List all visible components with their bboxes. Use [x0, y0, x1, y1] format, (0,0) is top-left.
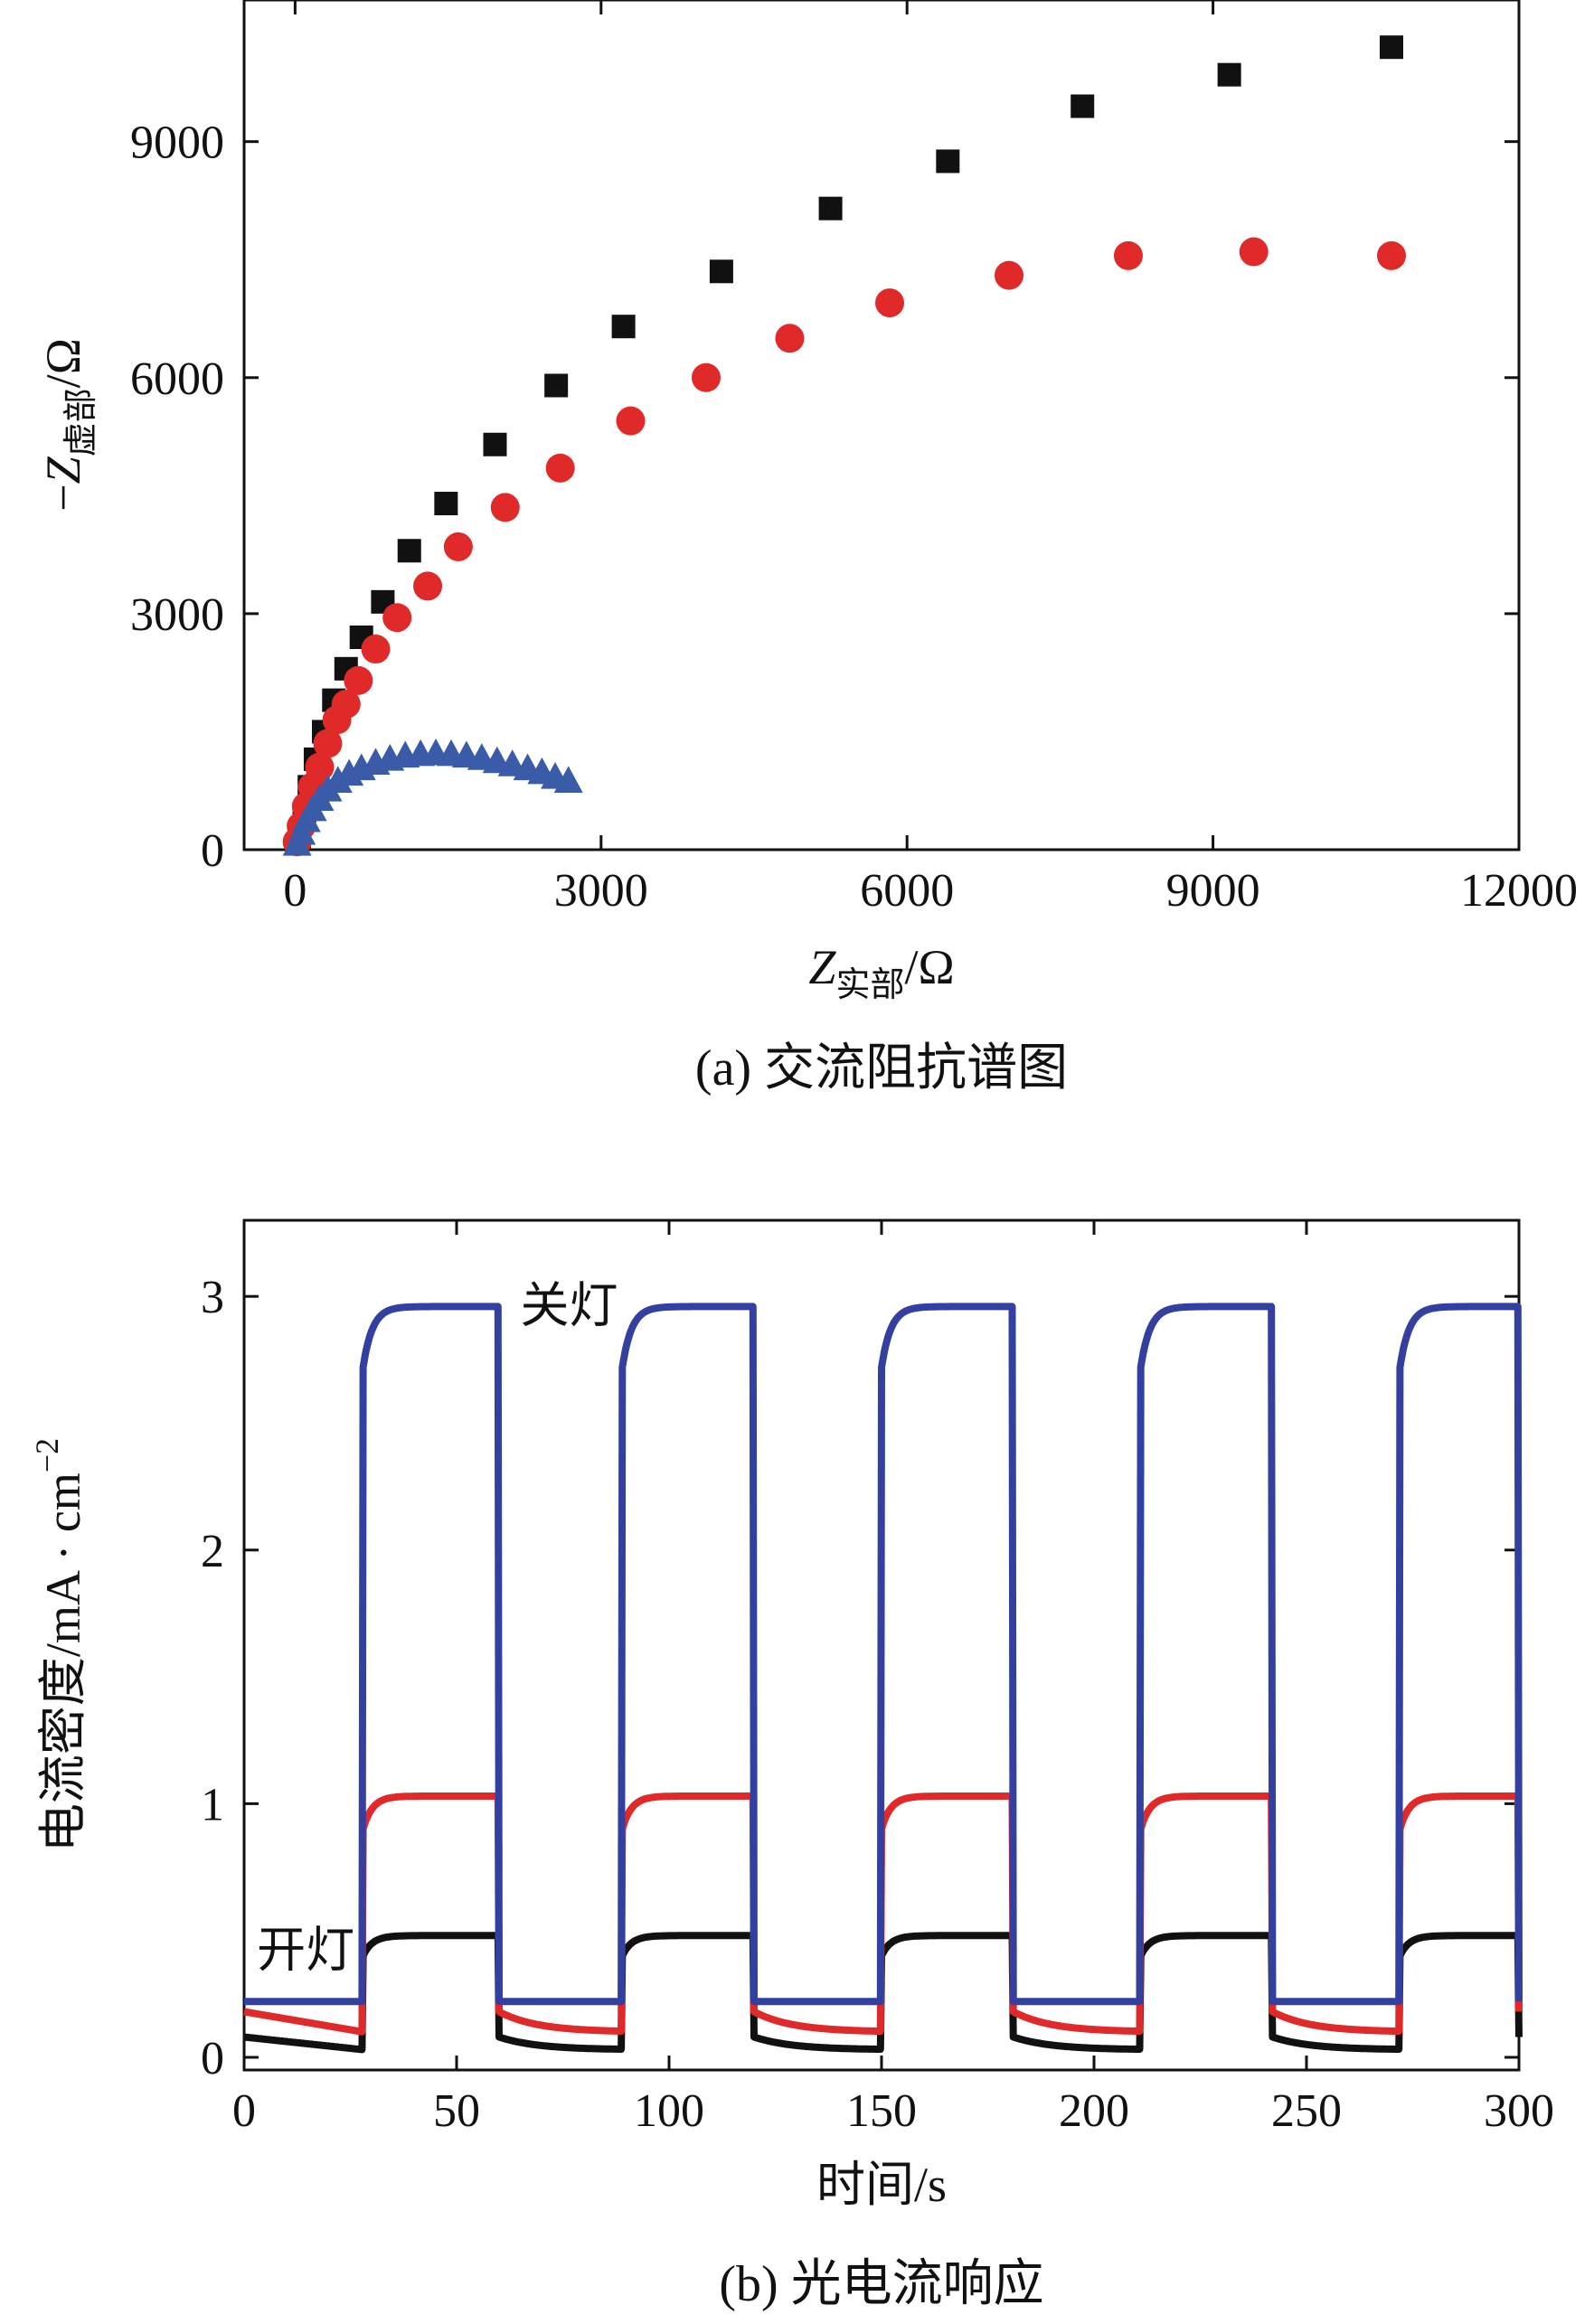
- data-point-square: [709, 259, 733, 284]
- data-point-circle: [616, 406, 646, 436]
- x-tick-label-a: 9000: [1166, 865, 1260, 917]
- x-axis-label-a: Z实部/Ω: [808, 940, 954, 1004]
- data-point-circle: [443, 532, 473, 561]
- data-point-circle: [490, 493, 520, 522]
- x-tick-label-b: 50: [433, 2085, 480, 2137]
- x-tick-label-b: 100: [634, 2085, 704, 2137]
- data-point-circle: [305, 752, 335, 782]
- series-lines-b: [241, 1303, 1523, 2054]
- y-tick-label-a: 6000: [130, 353, 224, 405]
- x-tick-label-b: 0: [232, 2085, 256, 2137]
- series-line: [241, 1303, 1523, 2006]
- x-tick-labels-b: 0 50 100 150 200 250 300: [232, 2085, 1554, 2137]
- data-point-triangle: [553, 766, 583, 794]
- y-tick-label-b: 2: [201, 1526, 224, 1577]
- annotation-label: 开灯: [257, 1921, 354, 1978]
- x-tick-labels-a: 0 3000 6000 9000 12000: [283, 865, 1578, 917]
- x-tick-label-b: 250: [1271, 2085, 1342, 2137]
- data-point-square: [397, 539, 421, 563]
- y-tick-label-b: 1: [201, 1779, 224, 1830]
- impedance-chart: 0 3000 6000 9000 12000 0 3000 6000 9000 Z实部/Ω −…: [36, 0, 1578, 1096]
- tick-marks-b: [242, 1220, 1521, 2070]
- data-point-circle: [1113, 240, 1143, 270]
- x-tick-label-a: 12000: [1460, 865, 1578, 917]
- data-point-square: [1071, 94, 1095, 118]
- y-axis-label-a: −Z虚部/Ω: [36, 338, 100, 512]
- data-point-triangle: [323, 766, 353, 794]
- caption-b: (b) 光电流响应: [719, 2256, 1043, 2312]
- data-point-square: [1217, 62, 1241, 87]
- x-tick-label-a: 0: [283, 865, 307, 917]
- x-tick-label-b: 200: [1059, 2085, 1129, 2137]
- x-axis-label-b: 时间/s: [816, 2158, 947, 2212]
- y-tick-label-a: 3000: [130, 589, 224, 641]
- x-tick-label-b: 150: [846, 2085, 917, 2137]
- data-point-circle: [382, 603, 412, 633]
- x-tick-label-a: 3000: [554, 865, 648, 917]
- data-point-circle: [331, 689, 361, 719]
- data-point-circle: [995, 260, 1023, 290]
- data-point-circle: [545, 453, 575, 483]
- data-point-circle: [344, 665, 373, 695]
- data-point-square: [544, 373, 569, 398]
- data-point-square: [483, 432, 507, 456]
- data-points-a: [282, 35, 1406, 857]
- y-tick-label-a: 9000: [130, 118, 224, 169]
- y-tick-labels-b: 0 1 2 3: [201, 1272, 224, 2084]
- data-point-circle: [313, 729, 343, 758]
- data-point-circle: [361, 635, 391, 664]
- y-tick-labels-a: 0 3000 6000 9000: [130, 118, 224, 877]
- data-point-circle: [875, 288, 905, 318]
- data-point-circle: [1239, 237, 1269, 267]
- annotation-label: 关灯: [521, 1277, 618, 1334]
- y-tick-label-b: 3: [201, 1272, 224, 1323]
- y-tick-label-a: 0: [201, 825, 224, 877]
- data-point-circle: [1377, 240, 1406, 270]
- data-point-circle: [413, 571, 443, 601]
- y-axis-label-b: 电流密度/mA · cm−2: [29, 1438, 90, 1852]
- x-tick-label-a: 6000: [860, 865, 954, 917]
- data-point-square: [936, 149, 960, 174]
- data-point-square: [1380, 35, 1403, 60]
- caption-a: (a) 交流阻抗谱图: [695, 1040, 1068, 1096]
- plot-frame-a: [242, 0, 1521, 852]
- x-tick-label-b: 300: [1484, 2085, 1554, 2137]
- data-point-square: [434, 492, 458, 516]
- data-point-square: [611, 315, 636, 339]
- data-point-circle: [691, 362, 721, 392]
- data-point-square: [818, 196, 843, 221]
- data-point-circle: [775, 324, 805, 353]
- y-tick-label-b: 0: [201, 2033, 224, 2084]
- tick-marks-a: [244, 0, 1521, 852]
